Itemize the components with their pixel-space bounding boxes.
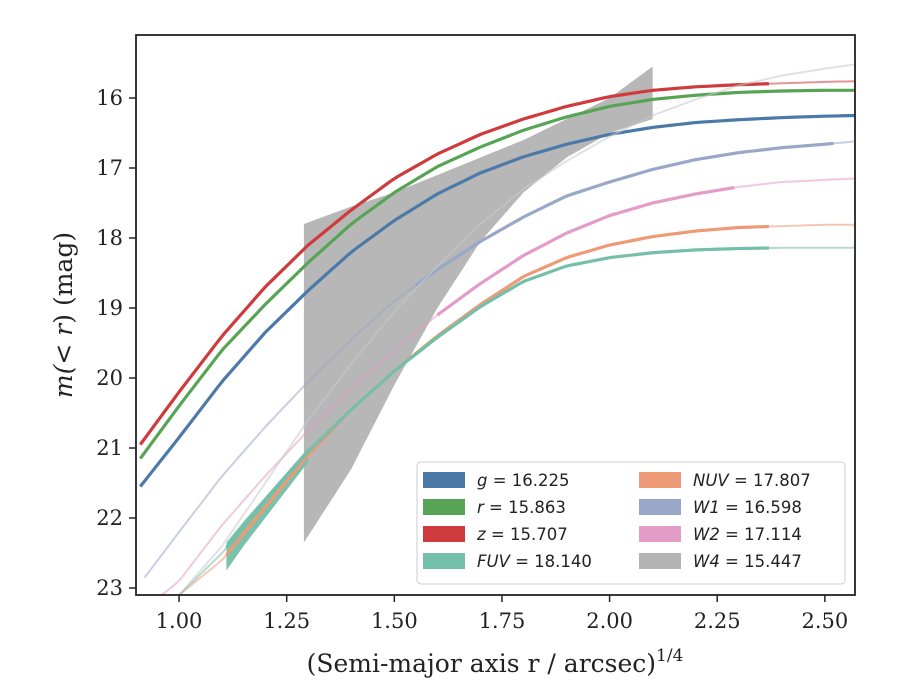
lines-layer: [139, 63, 855, 595]
series-W1-measured-line: [414, 141, 834, 287]
legend-value: = 15.863: [484, 498, 566, 517]
plot-frame: [135, 34, 856, 596]
legend-value: = 16.225: [487, 471, 569, 490]
x-tick-label: 1.00: [156, 609, 203, 633]
legend-label-W4: W4 = 15.447: [693, 552, 802, 571]
legend-value: = 17.114: [720, 525, 802, 544]
legend-swatch-NUV: [639, 472, 681, 488]
legend-swatch-z: [423, 526, 465, 542]
legend-box: [416, 461, 846, 585]
legend-value: = 15.707: [486, 525, 568, 544]
x-tick-label: 2.25: [694, 609, 741, 633]
y-tick-label: 21: [96, 436, 123, 460]
y-tick-label: 22: [96, 506, 123, 530]
W4-band: [303, 66, 653, 543]
legend-swatch-FUV: [423, 553, 465, 569]
y-tick-label: 17: [96, 156, 123, 180]
y-axis-label-pre: m(: [49, 363, 78, 398]
legend-var: z: [476, 525, 486, 544]
legend-value: = 16.598: [720, 498, 802, 517]
series-z-measured-line: [139, 82, 769, 446]
y-tick-label: 18: [96, 226, 123, 250]
y-axis: 16 17 18 19 20 21 22 23: [96, 86, 136, 600]
legend-swatch-g: [423, 472, 465, 488]
legend-swatch-W4: [639, 553, 681, 569]
y-tick-label: 16: [96, 86, 123, 110]
series-W2-measured-line: [436, 186, 735, 317]
legend-label-NUV: NUV = 17.807: [693, 471, 811, 490]
legend-label-W2: W2 = 17.114: [693, 525, 802, 544]
series-FUV-measured-line: [225, 246, 769, 549]
y-tick-label: 19: [96, 296, 123, 320]
legend-label-r: r = 15.863: [477, 498, 566, 517]
legend-label-g: g = 16.225: [477, 471, 570, 490]
series-W4-model-line: [178, 63, 855, 595]
legend-label-z: z = 15.707: [476, 525, 568, 544]
series-g-measured-line: [139, 113, 855, 488]
legend-value: = 17.807: [729, 471, 811, 490]
x-axis: 1.00 1.25 1.50 1.75 2.00 2.25 2.50: [156, 595, 848, 633]
x-axis-label-text: (Semi-major axis r / arcsec): [307, 649, 656, 678]
legend-swatch-r: [423, 499, 465, 515]
x-tick-label: 1.25: [263, 609, 310, 633]
legend-var: W1: [693, 498, 720, 517]
legend-var: W2: [693, 525, 720, 544]
y-axis-label-mid: < r: [49, 322, 78, 365]
legend-var: W4: [693, 552, 720, 571]
legend-swatch-W1: [639, 499, 681, 515]
legend-value: = 18.140: [510, 552, 592, 571]
x-axis-label: (Semi-major axis r / arcsec)1/4: [307, 646, 684, 678]
legend-var: NUV: [693, 471, 730, 490]
legend-label-FUV: FUV = 18.140: [477, 552, 592, 571]
x-tick-label: 2.00: [586, 609, 633, 633]
series-NUV-measured-line: [225, 224, 769, 556]
y-axis-label-post: ) (mag): [49, 232, 78, 324]
x-tick-label: 2.50: [801, 609, 848, 633]
legend-var: g: [477, 471, 487, 490]
y-axis-label: m(< r) (mag): [49, 232, 78, 398]
series-r-measured-line: [139, 88, 855, 460]
x-axis-label-superscript: 1/4: [656, 646, 683, 666]
legend-var: r: [477, 498, 485, 517]
y-tick-label: 20: [96, 366, 123, 390]
legend-value: = 15.447: [720, 552, 802, 571]
y-tick-label: 23: [96, 576, 123, 600]
x-tick-label: 1.75: [479, 609, 526, 633]
x-tick-label: 1.50: [371, 609, 418, 633]
legend-var: FUV: [477, 552, 512, 571]
legend-swatch-W2: [639, 526, 681, 542]
legend-label-W1: W1 = 16.598: [693, 498, 802, 517]
